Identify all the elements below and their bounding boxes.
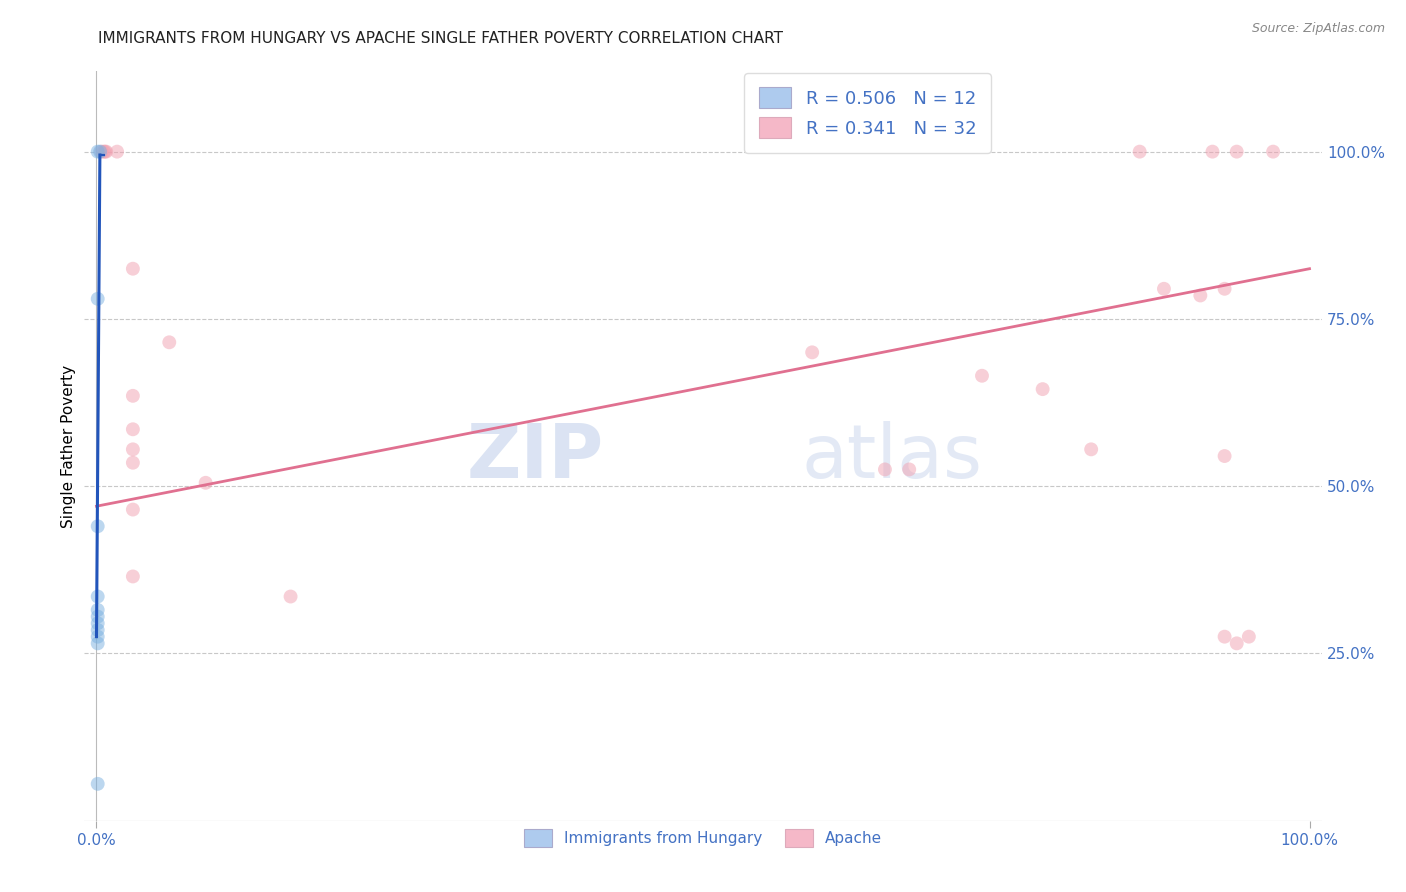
Point <box>1213 449 1236 463</box>
Point <box>86 292 108 306</box>
Point <box>96 145 118 159</box>
Point <box>1080 442 1102 457</box>
Point <box>157 335 180 350</box>
Point <box>122 389 145 403</box>
Point <box>1129 145 1152 159</box>
Point <box>1213 282 1236 296</box>
Point <box>1261 145 1284 159</box>
Point <box>1237 630 1260 644</box>
Point <box>1153 282 1175 296</box>
Point <box>86 603 108 617</box>
Y-axis label: Single Father Poverty: Single Father Poverty <box>60 365 76 527</box>
Point <box>801 345 824 359</box>
Point <box>1201 145 1223 159</box>
Point <box>86 609 108 624</box>
Point <box>194 475 217 490</box>
Text: ZIP: ZIP <box>467 421 605 494</box>
Point <box>122 456 145 470</box>
Point <box>122 442 145 457</box>
Point <box>873 462 896 476</box>
Point <box>1189 288 1212 302</box>
Point <box>105 145 128 159</box>
Point <box>93 145 115 159</box>
Point <box>94 145 117 159</box>
Point <box>86 145 108 159</box>
Legend: Immigrants from Hungary, Apache: Immigrants from Hungary, Apache <box>516 822 890 855</box>
Point <box>86 590 108 604</box>
Point <box>86 636 108 650</box>
Point <box>1226 636 1249 650</box>
Point <box>1226 145 1249 159</box>
Point <box>86 623 108 637</box>
Point <box>86 630 108 644</box>
Point <box>898 462 921 476</box>
Point <box>90 145 112 159</box>
Point <box>1213 630 1236 644</box>
Point <box>122 261 145 276</box>
Point <box>122 569 145 583</box>
Text: Source: ZipAtlas.com: Source: ZipAtlas.com <box>1251 22 1385 36</box>
Point <box>86 777 108 791</box>
Point <box>86 519 108 533</box>
Point <box>122 422 145 436</box>
Point <box>86 616 108 631</box>
Point <box>89 145 111 159</box>
Point <box>280 590 302 604</box>
Text: atlas: atlas <box>801 421 983 494</box>
Point <box>122 502 145 516</box>
Point <box>970 368 993 383</box>
Point <box>1032 382 1054 396</box>
Text: IMMIGRANTS FROM HUNGARY VS APACHE SINGLE FATHER POVERTY CORRELATION CHART: IMMIGRANTS FROM HUNGARY VS APACHE SINGLE… <box>98 31 783 46</box>
